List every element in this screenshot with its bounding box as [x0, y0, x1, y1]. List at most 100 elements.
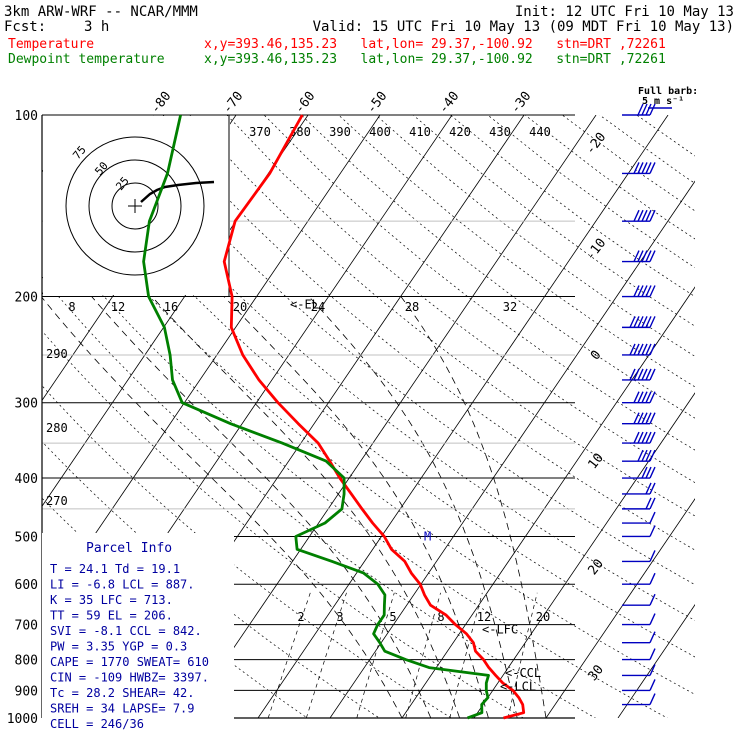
wind-barb-flag [645, 431, 652, 444]
dewpoint-profile [142, 114, 490, 720]
init-time: Init: 12 UTC Fri 10 May 13 [515, 4, 734, 20]
dry-adiabat-line [412, 115, 695, 327]
wind-barb-flag [633, 431, 640, 444]
wind-barb-flag [637, 209, 644, 222]
wind-barb-flag [645, 103, 652, 116]
temperature-tick-label: -10 [583, 236, 609, 264]
parcel-info-row: TT = 59 EL = 206. [50, 609, 173, 623]
temperature-tick-label: 10 [586, 451, 607, 473]
mixing-ratio-label: 12 [477, 610, 491, 624]
wind-barb-flag [633, 209, 640, 222]
pressure-tick-label: 600 [15, 578, 38, 593]
dry-adiabat-line [42, 169, 695, 695]
mixing-ratio-label: 8 [437, 610, 444, 624]
wind-barb-flag [649, 103, 656, 116]
temperature-tick-label: 0 [588, 348, 605, 363]
temperature-tick-label: -50 [364, 89, 390, 117]
isotherm-line [617, 604, 695, 718]
pressure-tick-label: 800 [15, 654, 38, 669]
wind-barb-flag [641, 250, 648, 262]
wind-barb-flag [629, 316, 636, 328]
theta-label: 400 [369, 125, 391, 139]
wind-barb-flag [645, 209, 652, 222]
dewpoint-legend-label: Dewpoint temperature [8, 52, 165, 67]
wind-barb-flag [641, 412, 648, 424]
wind-barb-column [622, 103, 672, 706]
wind-barb-flag [649, 368, 656, 381]
wind-barb-flag [641, 316, 648, 328]
temperature-tick-label: -30 [508, 89, 534, 117]
isotherm-line [185, 115, 597, 718]
dry-adiabat-line [338, 115, 695, 388]
parcel-info-row: Tc = 28.2 SHEAR= 42. [50, 686, 195, 700]
wind-barb-flag [629, 343, 636, 356]
temperature-tick-label: -60 [292, 89, 318, 117]
parcel-info-row: CELL = 246/36 [50, 717, 144, 731]
ept-scale-label: 24 [311, 300, 325, 314]
ept-scale-label: 32 [503, 300, 517, 314]
model-title: 3km ARW-WRF -- NCAR/MMM [4, 4, 198, 20]
parcel-info-row: PW = 3.35 YGP = 0.3 [50, 640, 187, 654]
theta-label: 410 [409, 125, 431, 139]
parcel-info-box [42, 533, 234, 721]
dry-adiabat-line [42, 116, 695, 658]
temperature-tick-label: 30 [586, 662, 607, 684]
temperature-tick-label: -70 [220, 89, 246, 117]
wind-barb-flag [645, 162, 652, 174]
wind-barb-flag [637, 391, 644, 403]
pressure-tick-label: 900 [15, 684, 38, 699]
wind-barb-flag [645, 449, 652, 462]
theta-label: 420 [449, 125, 471, 139]
mixing-ratio-line [356, 592, 395, 718]
dry-adiabat-line [42, 330, 524, 718]
ept-scale-label: 28 [405, 300, 419, 314]
mixing-ratio-line [305, 592, 347, 718]
sounding-annotation: <-LFC [482, 622, 518, 636]
wind-barb-flag [649, 391, 656, 403]
ept-scale-label: 20 [233, 300, 247, 314]
isotherm-line [329, 180, 695, 718]
temperature-tick-label: -40 [436, 89, 462, 117]
hodograph-ring [65, 136, 205, 276]
pressure-tick-label: 200 [15, 291, 38, 306]
pressure-tick-label: 400 [15, 472, 38, 487]
parcel-info-row: SVI = -8.1 CCL = 842. [50, 624, 202, 638]
wind-barb-flag [649, 550, 656, 562]
wind-barb-flag [641, 431, 648, 444]
isotherm-line [401, 286, 695, 718]
wind-barb-flag [645, 285, 652, 297]
wind-barb-flag [649, 511, 656, 524]
wind-barb-flag [649, 285, 656, 297]
parcel-info-panel: Parcel Info T = 24.1 Td = 19.1 LI = -6.8 … [42, 533, 234, 731]
isotherm-line [257, 115, 669, 718]
pressure-tick-label: 100 [15, 109, 38, 124]
moist-adiabat-line [91, 296, 432, 718]
wind-barb-flag [645, 482, 652, 495]
sounding-annotation: <-CCL [505, 666, 541, 680]
moist-adiabat-line [308, 296, 518, 718]
wind-barb-flag [637, 285, 644, 297]
mixing-ratio-line [405, 592, 441, 718]
wind-barb-flag [641, 103, 648, 116]
wind-barb-flag [637, 343, 644, 356]
temperature-legend-info: x,y=393.46,135.23 lat,lon= 29.37,-100.92… [204, 37, 666, 52]
temperature-profile [222, 114, 526, 720]
dry-adiabat-line [42, 385, 452, 718]
hodograph-ring [88, 159, 182, 253]
wind-barb-flag [645, 497, 652, 510]
wind-barb-flag [637, 449, 644, 462]
wind-barb-flag [641, 466, 648, 479]
wind-barb-flag [645, 316, 652, 328]
wind-barb-flag [641, 449, 648, 462]
wind-barb-flag [645, 412, 652, 424]
wind-barb-flag [633, 316, 640, 328]
wind-barb-flag [633, 250, 640, 262]
sounding-annotation: <-LCL [500, 680, 536, 694]
wind-barb-flag [649, 679, 656, 691]
mixing-ratio-label: 20 [536, 610, 550, 624]
dry-adiabat-line [375, 115, 695, 357]
forecast-label: Fcst: [4, 19, 46, 35]
